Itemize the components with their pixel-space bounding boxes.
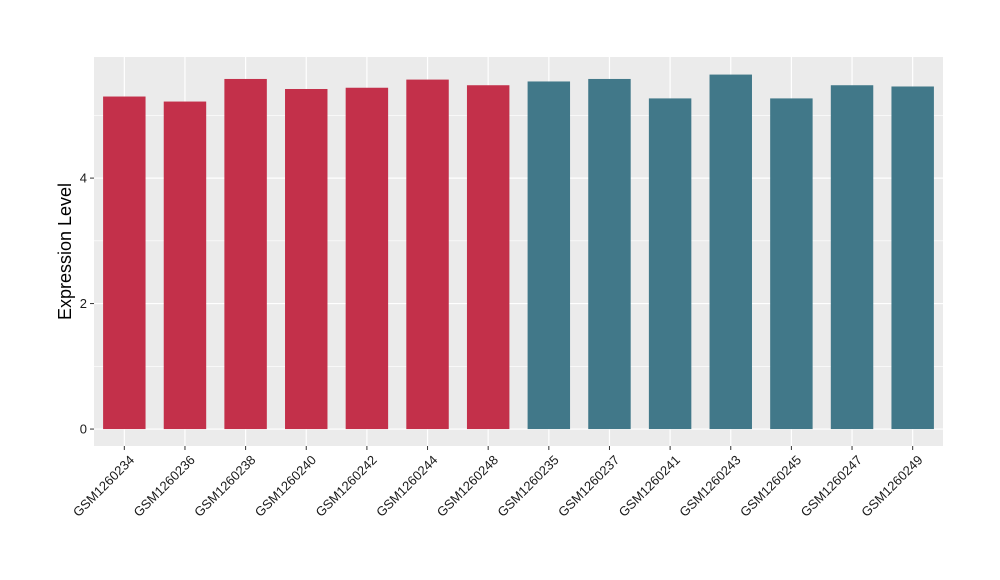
- bar: [830, 85, 874, 430]
- x-tick-label: GSM1260237: [555, 452, 622, 519]
- bar: [406, 79, 449, 430]
- x-tick-label: GSM1260236: [131, 452, 198, 519]
- x-tick-label: GSM1260248: [434, 452, 501, 519]
- bar: [103, 96, 146, 430]
- x-tick-label: GSM1260234: [70, 452, 137, 519]
- bar: [891, 86, 934, 430]
- x-tick-label: GSM1260247: [798, 452, 865, 519]
- x-tick-label: GSM1260238: [191, 452, 258, 519]
- bar: [709, 74, 752, 430]
- x-tick-label: GSM1260242: [312, 452, 379, 519]
- x-tick-label: GSM1260241: [616, 452, 683, 519]
- bar: [285, 88, 328, 430]
- x-tick-label: GSM1260249: [858, 452, 925, 519]
- y-axis-title: Expression Level: [55, 183, 75, 320]
- x-tick-label: GSM1260240: [252, 452, 319, 519]
- bar: [466, 85, 510, 430]
- x-tick-label: GSM1260245: [737, 452, 804, 519]
- bar: [588, 78, 631, 430]
- y-tick-label: 0: [80, 422, 87, 437]
- bar: [224, 78, 267, 430]
- bar: [527, 81, 571, 430]
- bar: [163, 101, 207, 430]
- y-tick-label: 4: [80, 171, 87, 186]
- x-tick-label: GSM1260243: [676, 452, 743, 519]
- x-tick-label: GSM1260235: [494, 452, 561, 519]
- x-tick-label: GSM1260244: [373, 452, 440, 519]
- bar: [648, 98, 692, 430]
- bar: [770, 98, 813, 430]
- bar: [345, 87, 389, 430]
- y-tick-label: 2: [80, 296, 87, 311]
